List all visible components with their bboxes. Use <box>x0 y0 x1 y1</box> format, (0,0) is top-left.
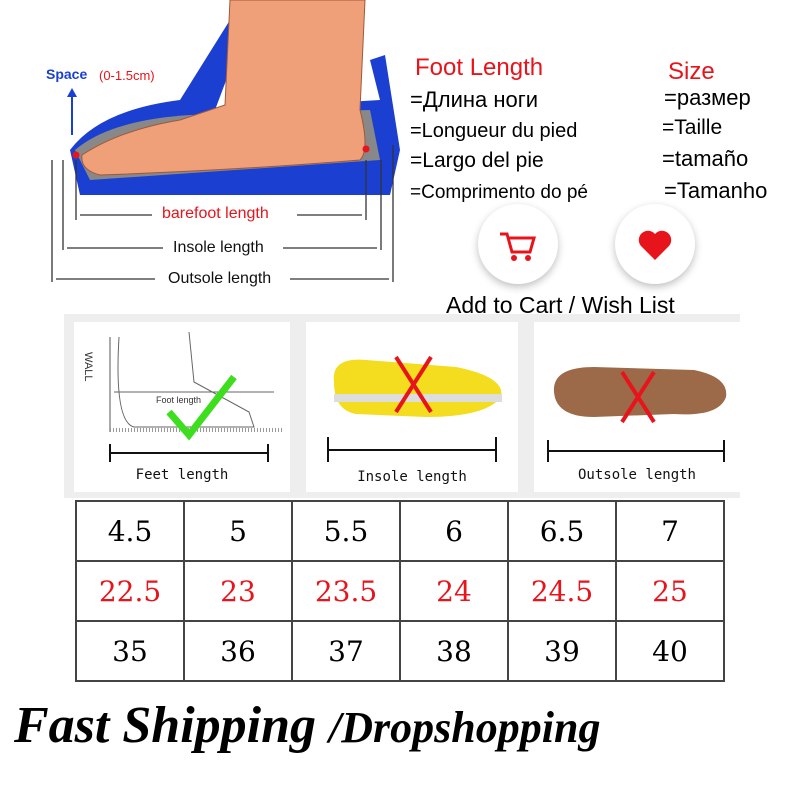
shopping-cart-icon <box>500 232 536 261</box>
space-range: (0-1.5cm) <box>99 68 155 83</box>
size-pt: =Tamanho <box>664 178 768 203</box>
size-heading: Size <box>668 58 715 85</box>
insole-length-label: Insole length <box>173 239 264 256</box>
size-es: =tamaño <box>662 146 749 171</box>
table-cell: 35 <box>75 620 185 682</box>
table-cell: 37 <box>291 620 401 682</box>
foot-length-cm-row: 22.5 23 23.5 24 24.5 25 <box>75 560 725 622</box>
table-cell: 23 <box>183 560 293 622</box>
footer-separator: / <box>329 703 342 752</box>
foot-length-fr: =Longueur du pied <box>410 120 578 142</box>
add-to-cart-wish-list-label: Add to Cart / Wish List <box>446 292 675 318</box>
foot-length-es: =Largo del pie <box>410 149 544 172</box>
add-to-cart-button[interactable] <box>478 204 558 284</box>
foot-shape <box>81 0 366 176</box>
foot-length-pt: =Comprimento do pé <box>410 182 588 203</box>
heel-point <box>362 145 370 153</box>
wall-label: WALL <box>82 352 94 382</box>
size-table: 4.5 5 5.5 6 6.5 7 22.5 23 23.5 24 24.5 2… <box>75 500 725 682</box>
table-cell: 5.5 <box>291 500 401 562</box>
table-cell: 23.5 <box>291 560 401 622</box>
outsole-length-panel: Outsole length <box>534 322 740 492</box>
wish-list-button[interactable] <box>615 204 695 284</box>
insole-length-caption: Insole length <box>357 469 467 485</box>
heart-icon <box>638 230 672 260</box>
size-ru: =размер <box>664 85 751 110</box>
eu-size-row: 35 36 37 38 39 40 <box>75 620 725 682</box>
outsole-length-caption: Outsole length <box>577 467 696 483</box>
toe-point <box>72 151 80 159</box>
table-cell: 6.5 <box>507 500 617 562</box>
feet-length-caption: Feet length <box>135 467 229 483</box>
space-label: Space <box>46 66 88 82</box>
table-cell: 24 <box>399 560 509 622</box>
dropshopping-text: Dropshopping <box>341 703 601 752</box>
footer-banner: Fast Shipping /Dropshopping <box>14 696 600 755</box>
table-cell: 36 <box>183 620 293 682</box>
barefoot-length-label: barefoot length <box>162 205 269 222</box>
table-cell: 22.5 <box>75 560 185 622</box>
table-cell: 40 <box>615 620 725 682</box>
table-cell: 7 <box>615 500 725 562</box>
table-cell: 39 <box>507 620 617 682</box>
table-cell: 6 <box>399 500 509 562</box>
foot-length-heading: Foot Length <box>415 54 544 81</box>
table-cell: 25 <box>615 560 725 622</box>
size-fr: =Taille <box>662 116 723 139</box>
foot-diagram <box>51 0 400 282</box>
outsole-length-label: Outsole length <box>168 270 272 287</box>
table-cell: 38 <box>399 620 509 682</box>
us-size-row: 4.5 5 5.5 6 6.5 7 <box>75 500 725 562</box>
feet-length-panel: WALL Foot length Feet length <box>74 322 290 492</box>
insole-length-panel: Insole length <box>306 322 518 492</box>
fast-shipping-text: Fast Shipping <box>14 697 317 754</box>
foot-length-ru: =Длина ноги <box>410 87 539 112</box>
table-cell: 24.5 <box>507 560 617 622</box>
foot-length-inner-label: Foot length <box>156 395 202 405</box>
table-cell: 5 <box>183 500 293 562</box>
table-cell: 4.5 <box>75 500 185 562</box>
check-icon <box>166 374 237 441</box>
